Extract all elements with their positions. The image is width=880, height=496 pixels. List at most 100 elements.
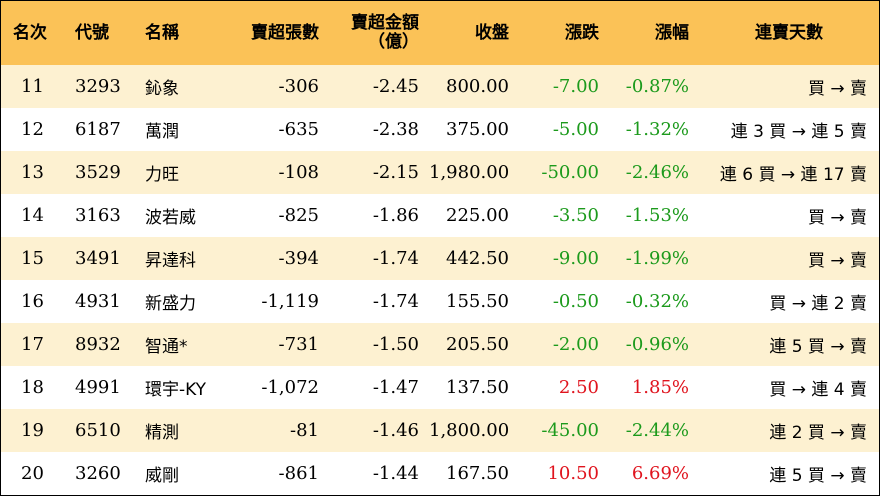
cell-net-sell-lots: -731 bbox=[278, 334, 319, 355]
cell-close: 167.50 bbox=[446, 463, 509, 484]
cell-name: 威剛 bbox=[145, 466, 179, 486]
table-header: 名次 代號 名稱 賣超張數 賣超金額 （億） 收盤 漲跌 漲幅 連賣天數 bbox=[1, 1, 879, 65]
cell-code: 3260 bbox=[75, 463, 121, 484]
cell-rank: 11 bbox=[21, 76, 44, 97]
table-row: 11 3293 鈊象 -306 -2.45 800.00 -7.00 -0.87… bbox=[1, 65, 879, 108]
cell-change-pct: -2.44% bbox=[625, 420, 689, 441]
cell-change-pct: -0.96% bbox=[625, 334, 689, 355]
cell-change: -50.00 bbox=[541, 162, 599, 183]
cell-net-sell-lots: -635 bbox=[278, 119, 319, 140]
cell-close: 442.50 bbox=[446, 248, 509, 269]
cell-name: 力旺 bbox=[145, 165, 179, 185]
cell-change: 2.50 bbox=[558, 377, 599, 398]
cell-close: 1,800.00 bbox=[429, 420, 510, 441]
cell-name: 波若威 bbox=[145, 208, 196, 228]
table-body: 11 3293 鈊象 -306 -2.45 800.00 -7.00 -0.87… bbox=[1, 65, 879, 495]
cell-rank: 17 bbox=[21, 334, 44, 355]
table-row: 18 4991 環宇-KY -1,072 -1.47 137.50 2.50 1… bbox=[1, 366, 879, 409]
cell-close: 225.00 bbox=[446, 205, 509, 226]
cell-net-sell-lots: -108 bbox=[278, 162, 319, 183]
header-row: 名次 代號 名稱 賣超張數 賣超金額 （億） 收盤 漲跌 漲幅 連賣天數 bbox=[1, 1, 879, 65]
cell-code: 4991 bbox=[75, 377, 121, 398]
table-row: 13 3529 力旺 -108 -2.15 1,980.00 -50.00 -2… bbox=[1, 151, 879, 194]
cell-streak: 買 → 賣 bbox=[807, 208, 867, 228]
cell-streak: 連 5 買 → 賣 bbox=[769, 337, 867, 357]
cell-net-sell-lots: -306 bbox=[278, 76, 319, 97]
cell-close: 800.00 bbox=[446, 76, 509, 97]
cell-change-pct: -1.99% bbox=[625, 248, 689, 269]
header-change: 漲跌 bbox=[565, 22, 599, 43]
cell-net-sell-lots: -81 bbox=[290, 420, 319, 441]
cell-rank: 19 bbox=[21, 420, 44, 441]
header-rank: 名次 bbox=[13, 22, 47, 43]
cell-rank: 16 bbox=[21, 291, 44, 312]
cell-net-sell-amount: -1.44 bbox=[372, 463, 419, 484]
header-net-sell-amount-line1: 賣超金額 bbox=[351, 13, 419, 33]
header-code: 代號 bbox=[75, 22, 109, 43]
cell-change: -2.00 bbox=[552, 334, 599, 355]
cell-change-pct: -0.32% bbox=[625, 291, 689, 312]
cell-code: 4931 bbox=[75, 291, 121, 312]
cell-rank: 20 bbox=[21, 463, 44, 484]
cell-name: 鈊象 bbox=[145, 79, 179, 99]
cell-code: 6510 bbox=[75, 420, 121, 441]
cell-close: 375.00 bbox=[446, 119, 509, 140]
table-row: 19 6510 精測 -81 -1.46 1,800.00 -45.00 -2.… bbox=[1, 409, 879, 452]
cell-change-pct: -1.53% bbox=[625, 205, 689, 226]
cell-code: 3293 bbox=[75, 76, 121, 97]
cell-code: 3163 bbox=[75, 205, 121, 226]
cell-change-pct: -1.32% bbox=[625, 119, 689, 140]
table-row: 15 3491 昇達科 -394 -1.74 442.50 -9.00 -1.9… bbox=[1, 237, 879, 280]
cell-rank: 12 bbox=[21, 119, 44, 140]
cell-code: 8932 bbox=[75, 334, 121, 355]
table-row: 12 6187 萬潤 -635 -2.38 375.00 -5.00 -1.32… bbox=[1, 108, 879, 151]
cell-rank: 18 bbox=[21, 377, 44, 398]
cell-net-sell-amount: -2.38 bbox=[372, 119, 419, 140]
table-row: 14 3163 波若威 -825 -1.86 225.00 -3.50 -1.5… bbox=[1, 194, 879, 237]
cell-net-sell-amount: -1.74 bbox=[372, 291, 419, 312]
cell-change: -5.00 bbox=[552, 119, 599, 140]
cell-streak: 連 5 買 → 賣 bbox=[769, 466, 867, 486]
cell-net-sell-amount: -2.45 bbox=[372, 76, 419, 97]
cell-net-sell-lots: -825 bbox=[278, 205, 319, 226]
cell-close: 155.50 bbox=[446, 291, 509, 312]
header-change-pct: 漲幅 bbox=[655, 22, 689, 43]
cell-rank: 15 bbox=[21, 248, 44, 269]
cell-net-sell-lots: -394 bbox=[278, 248, 319, 269]
cell-change: 10.50 bbox=[547, 463, 599, 484]
cell-streak: 連 2 買 → 賣 bbox=[769, 423, 867, 443]
table-row: 16 4931 新盛力 -1,119 -1.74 155.50 -0.50 -0… bbox=[1, 280, 879, 323]
cell-name: 昇達科 bbox=[145, 251, 196, 271]
cell-net-sell-amount: -1.50 bbox=[372, 334, 419, 355]
cell-code: 3529 bbox=[75, 162, 121, 183]
cell-code: 3491 bbox=[75, 248, 121, 269]
cell-streak: 連 6 買 → 連 17 賣 bbox=[719, 165, 867, 185]
cell-net-sell-amount: -2.15 bbox=[372, 162, 419, 183]
cell-change: -7.00 bbox=[552, 76, 599, 97]
cell-name: 新盛力 bbox=[145, 294, 196, 314]
cell-change-pct: 1.85% bbox=[631, 377, 689, 398]
cell-code: 6187 bbox=[75, 119, 121, 140]
cell-rank: 14 bbox=[21, 205, 44, 226]
cell-change-pct: -2.46% bbox=[625, 162, 689, 183]
cell-name: 智通* bbox=[145, 337, 188, 357]
cell-change-pct: 6.69% bbox=[631, 463, 689, 484]
cell-net-sell-lots: -1,072 bbox=[261, 377, 319, 398]
cell-change: -0.50 bbox=[552, 291, 599, 312]
header-streak: 連賣天數 bbox=[755, 22, 823, 43]
table-row: 20 3260 威剛 -861 -1.44 167.50 10.50 6.69%… bbox=[1, 452, 879, 495]
cell-net-sell-amount: -1.46 bbox=[372, 420, 419, 441]
cell-change: -45.00 bbox=[541, 420, 599, 441]
header-net-sell-lots: 賣超張數 bbox=[251, 22, 319, 43]
header-close: 收盤 bbox=[475, 22, 509, 43]
header-name: 名稱 bbox=[145, 22, 179, 43]
header-net-sell-amount-line2: （億） bbox=[368, 32, 419, 52]
cell-streak: 買 → 連 4 賣 bbox=[769, 380, 867, 400]
cell-streak: 買 → 賣 bbox=[807, 79, 867, 99]
table-row: 17 8932 智通* -731 -1.50 205.50 -2.00 -0.9… bbox=[1, 323, 879, 366]
cell-net-sell-amount: -1.74 bbox=[372, 248, 419, 269]
cell-change: -9.00 bbox=[552, 248, 599, 269]
cell-name: 環宇-KY bbox=[145, 380, 207, 400]
